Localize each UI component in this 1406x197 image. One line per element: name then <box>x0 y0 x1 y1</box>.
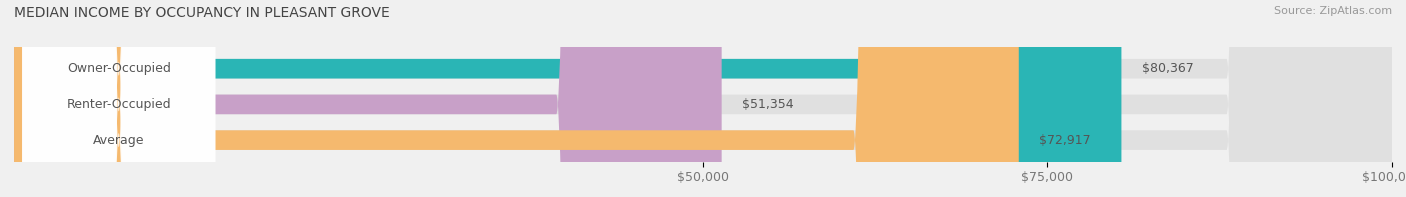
FancyBboxPatch shape <box>22 0 215 197</box>
Text: Average: Average <box>93 134 145 147</box>
FancyBboxPatch shape <box>22 0 215 197</box>
FancyBboxPatch shape <box>22 0 215 197</box>
Text: MEDIAN INCOME BY OCCUPANCY IN PLEASANT GROVE: MEDIAN INCOME BY OCCUPANCY IN PLEASANT G… <box>14 6 389 20</box>
FancyBboxPatch shape <box>14 0 1392 197</box>
FancyBboxPatch shape <box>14 0 1122 197</box>
FancyBboxPatch shape <box>14 0 1392 197</box>
Text: $80,367: $80,367 <box>1142 62 1194 75</box>
Text: Owner-Occupied: Owner-Occupied <box>67 62 170 75</box>
Text: Renter-Occupied: Renter-Occupied <box>66 98 172 111</box>
FancyBboxPatch shape <box>14 0 1392 197</box>
Text: $51,354: $51,354 <box>742 98 794 111</box>
FancyBboxPatch shape <box>14 0 721 197</box>
FancyBboxPatch shape <box>14 0 1019 197</box>
Text: Source: ZipAtlas.com: Source: ZipAtlas.com <box>1274 6 1392 16</box>
Text: $72,917: $72,917 <box>1039 134 1091 147</box>
